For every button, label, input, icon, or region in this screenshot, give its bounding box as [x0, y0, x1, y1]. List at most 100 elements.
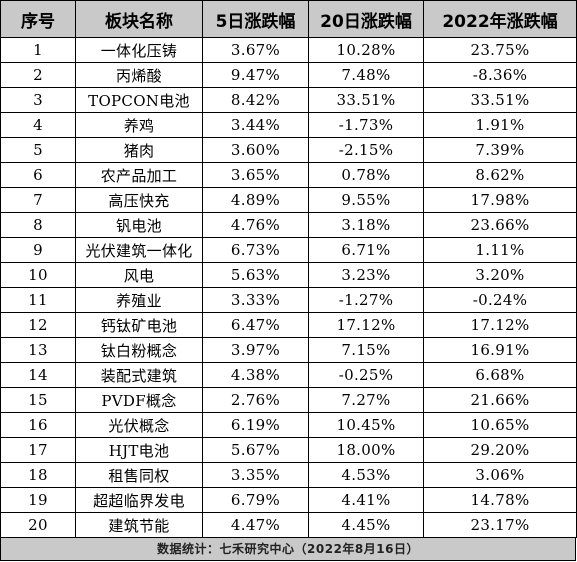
cell-index: 19: [0, 487, 76, 513]
cell-index: 20: [0, 512, 76, 538]
cell-5day-change: 4.47%: [202, 512, 309, 538]
cell-5day-change: 6.73%: [202, 237, 309, 263]
cell-sector-name: 养殖业: [75, 287, 203, 313]
cell-2022-change: 17.98%: [423, 187, 577, 213]
cell-2022-change: 23.75%: [423, 37, 577, 63]
cell-5day-change: 6.19%: [202, 412, 309, 438]
header-5day-change: 5日涨跌幅: [202, 0, 309, 38]
cell-sector-name: PVDF概念: [75, 387, 203, 413]
table-row: 12 钙钛矿电池 6.47% 17.12% 17.12%: [0, 312, 577, 338]
cell-2022-change: 8.62%: [423, 162, 577, 188]
cell-sector-name: 高压快充: [75, 187, 203, 213]
source-footnote: 数据统计：七禾研究中心（2022年8月16日）: [0, 537, 576, 561]
cell-sector-name: 光伏概念: [75, 412, 203, 438]
cell-index: 11: [0, 287, 76, 313]
cell-20day-change: 3.18%: [308, 212, 424, 238]
cell-sector-name: 超超临界发电: [75, 487, 203, 513]
cell-5day-change: 4.76%: [202, 212, 309, 238]
table-row: 19 超超临界发电 6.79% 4.41% 14.78%: [0, 487, 577, 513]
cell-2022-change: 1.91%: [423, 112, 577, 138]
cell-sector-name: 养鸡: [75, 112, 203, 138]
cell-2022-change: 1.11%: [423, 237, 577, 263]
cell-5day-change: 9.47%: [202, 62, 309, 88]
cell-2022-change: 16.91%: [423, 337, 577, 363]
cell-20day-change: 7.15%: [308, 337, 424, 363]
cell-20day-change: -0.25%: [308, 362, 424, 388]
cell-sector-name: 钛白粉概念: [75, 337, 203, 363]
table-body: 1 一体化压铸 3.67% 10.28% 23.75% 2 丙烯酸 9.47% 7.48% -8.…: [0, 37, 577, 538]
cell-2022-change: 14.78%: [423, 487, 577, 513]
table-row: 18 租售同权 3.35% 4.53% 3.06%: [0, 462, 577, 488]
table-row: 16 光伏概念 6.19% 10.45% 10.65%: [0, 412, 577, 438]
cell-index: 13: [0, 337, 76, 363]
cell-index: 2: [0, 62, 76, 88]
cell-sector-name: 光伏建筑一体化: [75, 237, 203, 263]
cell-20day-change: 6.71%: [308, 237, 424, 263]
cell-20day-change: 10.28%: [308, 37, 424, 63]
table-row: 8 钒电池 4.76% 3.18% 23.66%: [0, 212, 577, 238]
cell-20day-change: 4.53%: [308, 462, 424, 488]
cell-2022-change: 33.51%: [423, 87, 577, 113]
cell-20day-change: 4.45%: [308, 512, 424, 538]
cell-sector-name: TOPCON电池: [75, 87, 203, 113]
cell-sector-name: 一体化压铸: [75, 37, 203, 63]
cell-index: 6: [0, 162, 76, 188]
cell-index: 5: [0, 137, 76, 163]
cell-5day-change: 3.44%: [202, 112, 309, 138]
cell-index: 18: [0, 462, 76, 488]
cell-sector-name: 建筑节能: [75, 512, 203, 538]
table-row: 20 建筑节能 4.47% 4.45% 23.17%: [0, 512, 577, 538]
cell-20day-change: 7.27%: [308, 387, 424, 413]
cell-5day-change: 3.97%: [202, 337, 309, 363]
cell-5day-change: 3.67%: [202, 37, 309, 63]
cell-20day-change: -1.73%: [308, 112, 424, 138]
cell-5day-change: 6.79%: [202, 487, 309, 513]
cell-20day-change: 18.00%: [308, 437, 424, 463]
cell-index: 12: [0, 312, 76, 338]
cell-20day-change: 7.48%: [308, 62, 424, 88]
cell-index: 7: [0, 187, 76, 213]
cell-20day-change: -1.27%: [308, 287, 424, 313]
cell-20day-change: 9.55%: [308, 187, 424, 213]
cell-index: 14: [0, 362, 76, 388]
cell-20day-change: 17.12%: [308, 312, 424, 338]
cell-sector-name: 装配式建筑: [75, 362, 203, 388]
cell-2022-change: 6.68%: [423, 362, 577, 388]
cell-index: 3: [0, 87, 76, 113]
cell-20day-change: 10.45%: [308, 412, 424, 438]
cell-index: 4: [0, 112, 76, 138]
table-row: 15 PVDF概念 2.76% 7.27% 21.66%: [0, 387, 577, 413]
cell-20day-change: -2.15%: [308, 137, 424, 163]
cell-sector-name: 猪肉: [75, 137, 203, 163]
cell-2022-change: -8.36%: [423, 62, 577, 88]
cell-2022-change: 23.66%: [423, 212, 577, 238]
table-row: 9 光伏建筑一体化 6.73% 6.71% 1.11%: [0, 237, 577, 263]
cell-index: 8: [0, 212, 76, 238]
cell-sector-name: HJT电池: [75, 437, 203, 463]
cell-index: 9: [0, 237, 76, 263]
table-row: 2 丙烯酸 9.47% 7.48% -8.36%: [0, 62, 577, 88]
table-row: 13 钛白粉概念 3.97% 7.15% 16.91%: [0, 337, 577, 363]
cell-2022-change: 3.20%: [423, 262, 577, 288]
table-row: 5 猪肉 3.60% -2.15% 7.39%: [0, 137, 577, 163]
table-row: 11 养殖业 3.33% -1.27% -0.24%: [0, 287, 577, 313]
cell-sector-name: 农产品加工: [75, 162, 203, 188]
cell-2022-change: 29.20%: [423, 437, 577, 463]
cell-20day-change: 4.41%: [308, 487, 424, 513]
cell-index: 17: [0, 437, 76, 463]
cell-5day-change: 3.33%: [202, 287, 309, 313]
cell-5day-change: 5.67%: [202, 437, 309, 463]
cell-sector-name: 租售同权: [75, 462, 203, 488]
cell-sector-name: 钒电池: [75, 212, 203, 238]
cell-5day-change: 8.42%: [202, 87, 309, 113]
cell-2022-change: 17.12%: [423, 312, 577, 338]
cell-5day-change: 6.47%: [202, 312, 309, 338]
cell-20day-change: 0.78%: [308, 162, 424, 188]
cell-5day-change: 3.35%: [202, 462, 309, 488]
cell-20day-change: 3.23%: [308, 262, 424, 288]
header-sector-name: 板块名称: [75, 0, 203, 38]
cell-5day-change: 5.63%: [202, 262, 309, 288]
cell-5day-change: 3.60%: [202, 137, 309, 163]
table-header-row: 序号 板块名称 5日涨跌幅 20日涨跌幅 2022年涨跌幅: [0, 0, 577, 38]
